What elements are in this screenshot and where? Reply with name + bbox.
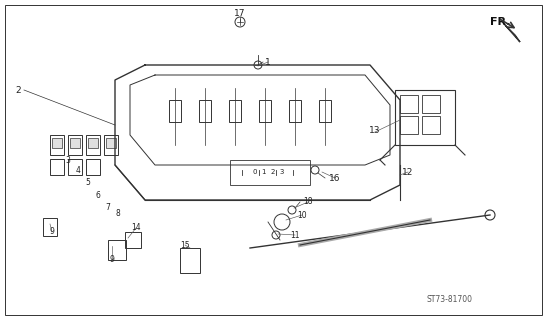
Bar bbox=[88, 138, 98, 148]
Text: 2: 2 bbox=[15, 85, 21, 94]
Bar bbox=[230, 160, 310, 185]
Bar bbox=[259, 100, 271, 122]
Text: ST73-81700: ST73-81700 bbox=[427, 295, 473, 305]
Bar bbox=[229, 100, 241, 122]
Bar bbox=[395, 90, 455, 145]
Bar bbox=[319, 100, 331, 122]
Text: 1: 1 bbox=[265, 58, 271, 67]
Bar bbox=[108, 240, 126, 260]
Text: 8: 8 bbox=[115, 209, 120, 218]
Bar bbox=[106, 138, 116, 148]
Text: 15: 15 bbox=[180, 241, 190, 250]
Bar bbox=[169, 100, 181, 122]
Text: 0  1  2  3: 0 1 2 3 bbox=[253, 169, 284, 175]
Text: 4: 4 bbox=[75, 165, 80, 174]
Text: 7: 7 bbox=[106, 204, 110, 212]
Bar bbox=[43, 218, 57, 236]
Bar bbox=[180, 248, 200, 273]
Bar bbox=[52, 138, 62, 148]
Bar bbox=[50, 159, 64, 175]
Text: FR.: FR. bbox=[490, 17, 510, 27]
Text: 5: 5 bbox=[85, 178, 90, 187]
Bar bbox=[70, 138, 80, 148]
Text: 9: 9 bbox=[109, 255, 114, 265]
Text: 13: 13 bbox=[369, 125, 381, 134]
Text: 10: 10 bbox=[297, 211, 307, 220]
Bar bbox=[422, 95, 440, 113]
Bar bbox=[86, 159, 100, 175]
Bar bbox=[86, 135, 100, 155]
Text: 18: 18 bbox=[303, 197, 313, 206]
Bar bbox=[422, 116, 440, 134]
Text: 3: 3 bbox=[66, 156, 71, 164]
Polygon shape bbox=[505, 25, 520, 42]
Bar bbox=[400, 116, 418, 134]
Text: 6: 6 bbox=[96, 191, 101, 201]
Text: 12: 12 bbox=[402, 167, 414, 177]
Text: 16: 16 bbox=[329, 173, 341, 182]
Bar bbox=[68, 135, 82, 155]
Bar bbox=[289, 100, 301, 122]
Bar bbox=[68, 159, 82, 175]
Bar bbox=[104, 135, 118, 155]
Bar bbox=[50, 135, 64, 155]
Text: 17: 17 bbox=[234, 9, 246, 18]
Text: 11: 11 bbox=[290, 230, 300, 239]
Bar bbox=[125, 232, 141, 248]
Text: 9: 9 bbox=[50, 228, 55, 236]
Bar bbox=[400, 95, 418, 113]
Bar bbox=[199, 100, 211, 122]
Text: 14: 14 bbox=[131, 223, 141, 233]
